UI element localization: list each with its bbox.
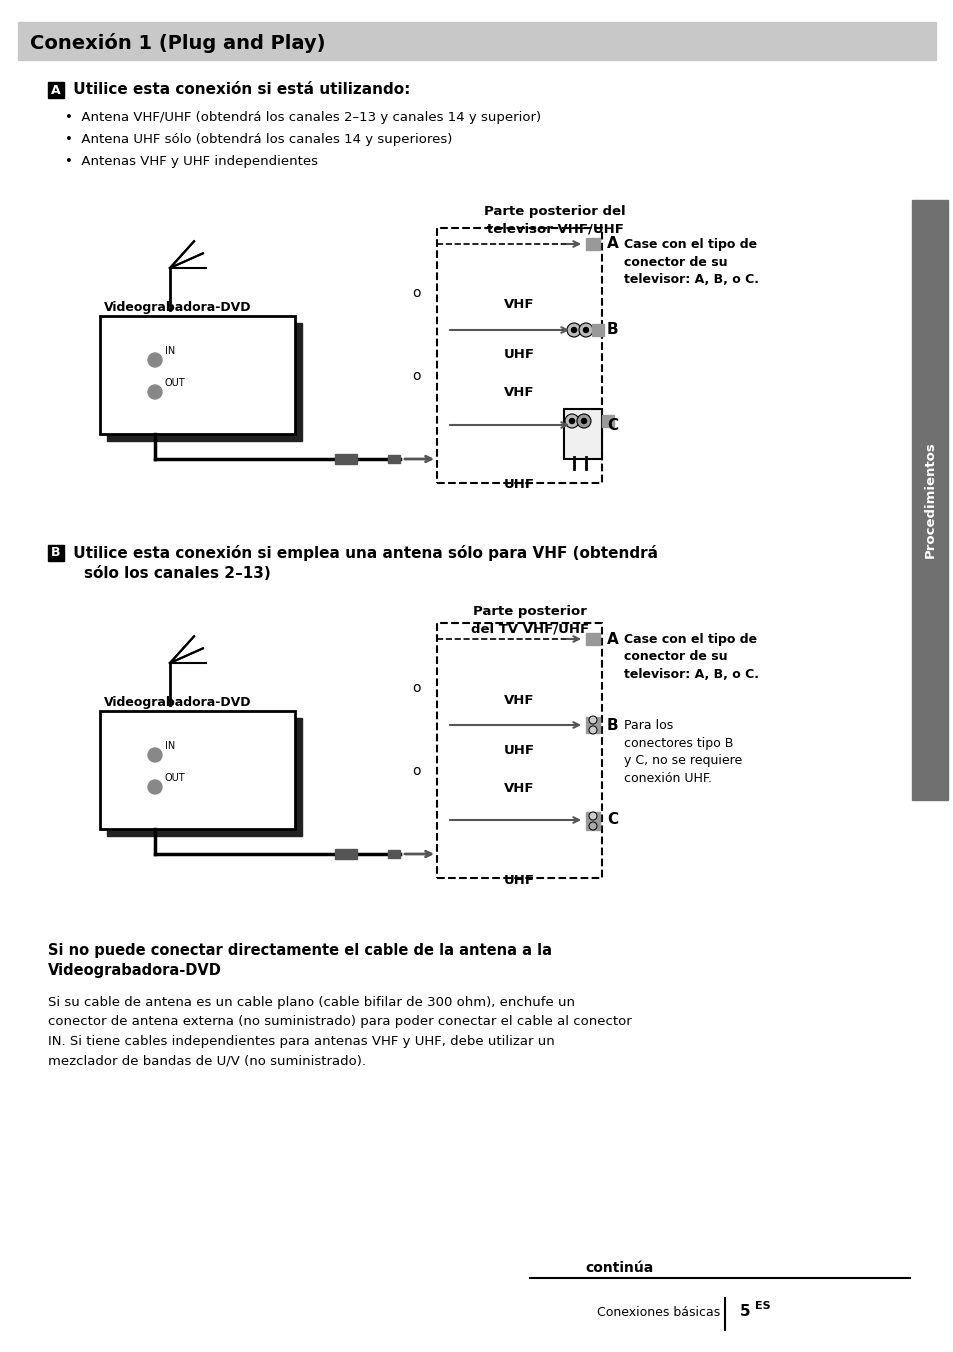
Bar [592,324,603,337]
Text: B: B [51,546,61,560]
Bar [48,82,64,97]
Circle shape [588,726,597,734]
Bar [107,323,302,441]
Text: 5: 5 [740,1305,750,1320]
Circle shape [569,419,574,423]
Text: Si su cable de antena es un cable plano (cable bifilar de 300 ohm), enchufe un
c: Si su cable de antena es un cable plano … [48,996,631,1068]
Circle shape [148,385,162,399]
Text: C: C [606,813,618,827]
Circle shape [588,813,597,821]
Text: o: o [413,287,421,300]
Text: Videograbadora-DVD: Videograbadora-DVD [48,963,222,977]
Text: Utilice esta conexión si emplea una antena sólo para VHF (obtendrá: Utilice esta conexión si emplea una ante… [68,545,658,561]
Text: VHF: VHF [504,694,535,707]
Text: Parte posterior del
televisor VHF/UHF: Parte posterior del televisor VHF/UHF [484,206,625,237]
Bar [585,813,599,830]
Bar [585,633,599,645]
Text: C: C [606,418,618,433]
Text: Videograbadora-DVD: Videograbadora-DVD [104,301,251,314]
Text: IN: IN [165,741,175,750]
Bar [563,410,601,458]
Circle shape [148,748,162,763]
Text: continúa: continúa [585,1261,654,1275]
Bar [48,545,64,561]
Text: A: A [606,631,618,646]
Bar [436,623,601,877]
Text: •  Antena VHF/UHF (obtendrá los canales 2–13 y canales 14 y superior): • Antena VHF/UHF (obtendrá los canales 2… [65,111,540,123]
Text: IN: IN [165,346,175,356]
Bar [585,717,599,733]
Text: B: B [606,323,618,338]
Circle shape [564,414,578,429]
Circle shape [588,717,597,725]
Text: Conexión 1 (Plug and Play): Conexión 1 (Plug and Play) [30,32,325,53]
Bar [18,22,935,59]
Text: o: o [413,369,421,383]
Bar [388,850,399,859]
Bar [107,718,302,836]
Circle shape [577,414,590,429]
Circle shape [571,327,576,333]
Bar [335,454,356,464]
Text: VHF: VHF [504,387,535,399]
Text: Si no puede conectar directamente el cable de la antena a la: Si no puede conectar directamente el cab… [48,942,552,959]
Text: VHF: VHF [504,781,535,795]
Text: Utilice esta conexión si está utilizando:: Utilice esta conexión si está utilizando… [68,82,410,97]
Text: •  Antenas VHF y UHF independientes: • Antenas VHF y UHF independientes [65,154,317,168]
Circle shape [578,323,593,337]
Text: Case con el tipo de
conector de su
televisor: A, B, o C.: Case con el tipo de conector de su telev… [623,238,759,287]
Bar [436,228,601,483]
Bar [388,456,399,462]
Text: UHF: UHF [503,873,535,887]
Bar [100,711,294,829]
Text: sólo los canales 2–13): sólo los canales 2–13) [84,565,271,580]
Text: ES: ES [754,1301,770,1311]
Circle shape [566,323,580,337]
Text: UHF: UHF [503,479,535,492]
Bar [585,238,599,250]
Bar [335,849,356,859]
Text: o: o [413,681,421,695]
Text: Parte posterior
del TV VHF/UHF: Parte posterior del TV VHF/UHF [471,604,588,635]
Text: UHF: UHF [503,349,535,361]
Text: OUT: OUT [165,773,186,783]
Circle shape [581,419,586,423]
Text: Conexiones básicas: Conexiones básicas [597,1306,720,1318]
Bar [911,200,947,800]
Text: Procedimientos: Procedimientos [923,442,936,558]
Text: A: A [606,237,618,251]
Text: •  Antena UHF sólo (obtendrá los canales 14 y superiores): • Antena UHF sólo (obtendrá los canales … [65,132,452,146]
Text: UHF: UHF [503,744,535,757]
Text: Para los
conectores tipo B
y C, no se requiere
conexión UHF.: Para los conectores tipo B y C, no se re… [623,719,741,784]
Text: A: A [51,84,61,96]
Circle shape [148,353,162,366]
Text: VHF: VHF [504,299,535,311]
Circle shape [583,327,588,333]
Circle shape [148,780,162,794]
Bar [100,316,294,434]
Text: o: o [413,764,421,777]
Text: B: B [606,718,618,733]
Bar [601,415,614,427]
Circle shape [588,822,597,830]
Text: Videograbadora-DVD: Videograbadora-DVD [104,696,251,708]
Text: OUT: OUT [165,379,186,388]
Text: Case con el tipo de
conector de su
televisor: A, B, o C.: Case con el tipo de conector de su telev… [623,633,759,681]
